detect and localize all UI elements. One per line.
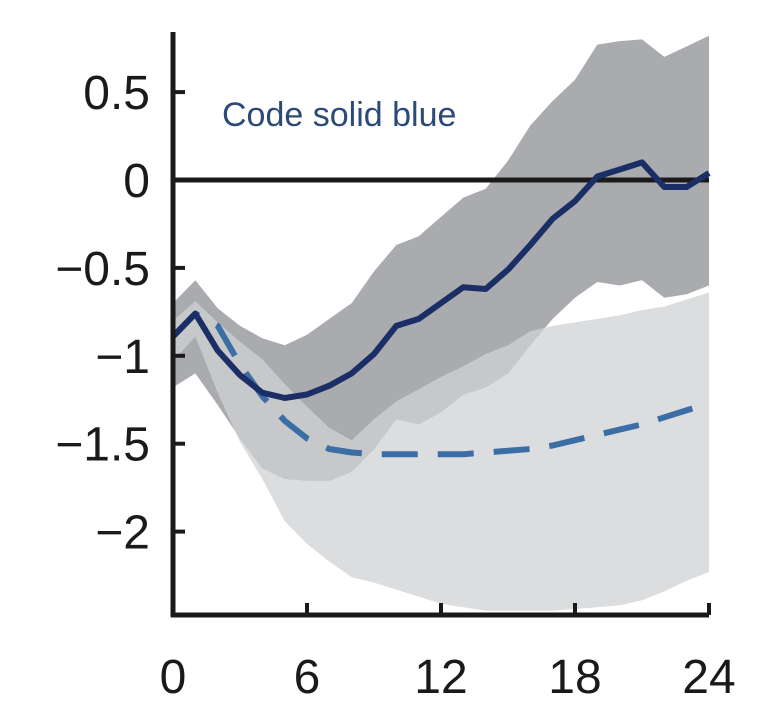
x-tick-label: 12 [414, 651, 467, 704]
axis-ticks: 0.5 0 −0.5 −1 −1.5 −2 0 6 12 18 24 [55, 67, 735, 704]
annotation-code-solid-blue: Code solid blue [222, 96, 456, 134]
dark-band-area [173, 35, 709, 481]
y-tick-label: 0 [123, 155, 150, 208]
dashed-series-line [170, 310, 710, 458]
y-tick-label: −2 [95, 507, 150, 560]
y-tick-label: −1 [95, 331, 150, 384]
y-tick-label: 0.5 [83, 67, 150, 120]
y-tick-label: −0.5 [55, 243, 150, 296]
y-tick-label: −1.5 [55, 419, 150, 472]
dark-confidence-band [173, 35, 709, 481]
x-tick-label: 0 [160, 651, 187, 704]
x-tick-label: 24 [682, 651, 735, 704]
x-tick-label: 6 [294, 651, 321, 704]
x-tick-label: 18 [548, 651, 601, 704]
solid-series-line [170, 159, 711, 401]
